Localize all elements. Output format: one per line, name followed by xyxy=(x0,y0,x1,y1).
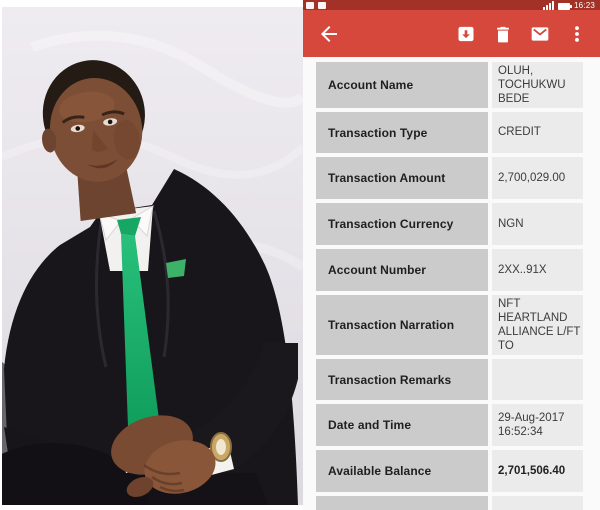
transaction-table: Account Name OLUH, TOCHUKWU BEDE Transac… xyxy=(303,57,600,510)
row-label: Transaction Type xyxy=(316,112,488,153)
clasped-hands xyxy=(111,415,216,498)
table-row: Transaction Narration NFT HEARTLAND ALLI… xyxy=(316,295,583,355)
table-row: Account Name OLUH, TOCHUKWU BEDE xyxy=(316,62,583,108)
delete-icon[interactable] xyxy=(492,23,514,45)
row-label xyxy=(316,496,488,510)
row-label: Account Name xyxy=(316,62,488,108)
status-bar: 16:23 xyxy=(303,0,600,10)
head xyxy=(42,60,145,221)
tie xyxy=(121,234,161,450)
row-value xyxy=(492,359,583,400)
table-row-partial xyxy=(316,496,583,510)
row-label: Available Balance xyxy=(316,450,488,492)
table-row: Account Number 2XX..91X xyxy=(316,249,583,291)
back-arrow-icon[interactable] xyxy=(317,22,341,46)
row-value: CREDIT xyxy=(492,112,583,153)
table-row: Transaction Amount 2,700,029.00 xyxy=(316,157,583,199)
row-value: 2,701,506.40 xyxy=(492,450,583,492)
row-value xyxy=(492,496,583,510)
row-value: 2XX..91X xyxy=(492,249,583,291)
app-toolbar xyxy=(303,10,600,57)
status-time: 16:23 xyxy=(573,1,595,10)
wristwatch xyxy=(210,432,232,462)
row-value: 2,700,029.00 xyxy=(492,157,583,199)
row-value: NGN xyxy=(492,203,583,245)
notification-icon xyxy=(306,2,314,9)
row-label: Transaction Currency xyxy=(316,203,488,245)
overflow-menu-icon[interactable] xyxy=(566,23,588,45)
battery-icon xyxy=(557,3,572,10)
row-value: 29-Aug-2017 16:52:34 xyxy=(492,404,583,446)
row-value: OLUH, TOCHUKWU BEDE xyxy=(492,62,583,108)
table-row: Date and Time 29-Aug-2017 16:52:34 xyxy=(316,404,583,446)
tie-knot xyxy=(117,217,141,236)
banking-app-screenshot: 16:23 Account Name xyxy=(303,0,600,510)
archive-icon[interactable] xyxy=(455,23,477,45)
table-row: Transaction Remarks xyxy=(316,359,583,400)
portrait-illustration xyxy=(2,7,303,505)
row-value: NFT HEARTLAND ALLIANCE L/FT TO xyxy=(492,295,583,355)
table-row: Transaction Type CREDIT xyxy=(316,112,583,153)
knee xyxy=(2,443,149,505)
pocket-square xyxy=(166,259,186,278)
row-label: Transaction Amount xyxy=(316,157,488,199)
portrait-photo xyxy=(2,7,303,505)
table-row: Available Balance 2,701,506.40 xyxy=(316,450,583,492)
mail-icon[interactable] xyxy=(529,23,551,45)
notification-icon xyxy=(318,2,326,9)
row-label: Date and Time xyxy=(316,404,488,446)
status-notification-icons xyxy=(306,2,326,9)
row-label: Transaction Remarks xyxy=(316,359,488,400)
table-row: Transaction Currency NGN xyxy=(316,203,583,245)
signal-icon xyxy=(542,1,554,10)
row-label: Transaction Narration xyxy=(316,295,488,355)
row-label: Account Number xyxy=(316,249,488,291)
